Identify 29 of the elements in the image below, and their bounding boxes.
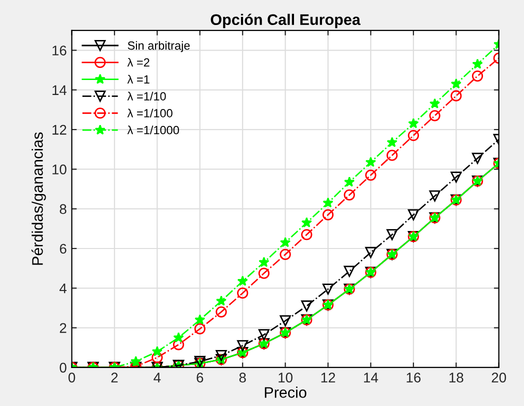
y-axis-title: Pérdidas/ganancias (32, 132, 46, 265)
y-tick-label: 10 (52, 164, 66, 174)
x-tick-label: 8 (239, 372, 246, 382)
y-tick-label: 4 (60, 284, 67, 294)
x-tick-label: 6 (196, 372, 204, 382)
legend-label: λ =1/1000 (127, 126, 179, 134)
y-tick-label: 0 (60, 362, 66, 373)
legend-label: Sin arbitraje (128, 41, 190, 52)
legend-label: λ =2 (127, 58, 150, 67)
x-tick-label: 14 (364, 372, 378, 382)
x-tick-label: 20 (492, 372, 506, 382)
y-tick-label: 6 (60, 244, 66, 254)
x-tick-label: 18 (449, 372, 464, 382)
legend-label: λ =1/10 (127, 92, 166, 100)
x-tick-label: 12 (321, 372, 336, 382)
x-tick-label: 2 (111, 372, 118, 382)
y-tick-label: 8 (60, 204, 66, 214)
y-tick-label: 14 (52, 85, 67, 95)
x-tick-label: 16 (406, 372, 421, 382)
y-tick-label: 12 (52, 124, 66, 135)
y-tick-label: 16 (52, 46, 66, 56)
x-tick-label: 10 (278, 372, 292, 382)
x-tick-label: 0 (68, 372, 76, 382)
x-tick-label: 4 (154, 372, 161, 382)
y-tick-label: 2 (60, 323, 66, 333)
legend-label: λ =1 (127, 74, 150, 84)
chart-title: Opción Call Europea (210, 14, 361, 28)
x-axis-title: Precio (264, 386, 306, 398)
legend-label: λ =1/100 (127, 108, 172, 118)
